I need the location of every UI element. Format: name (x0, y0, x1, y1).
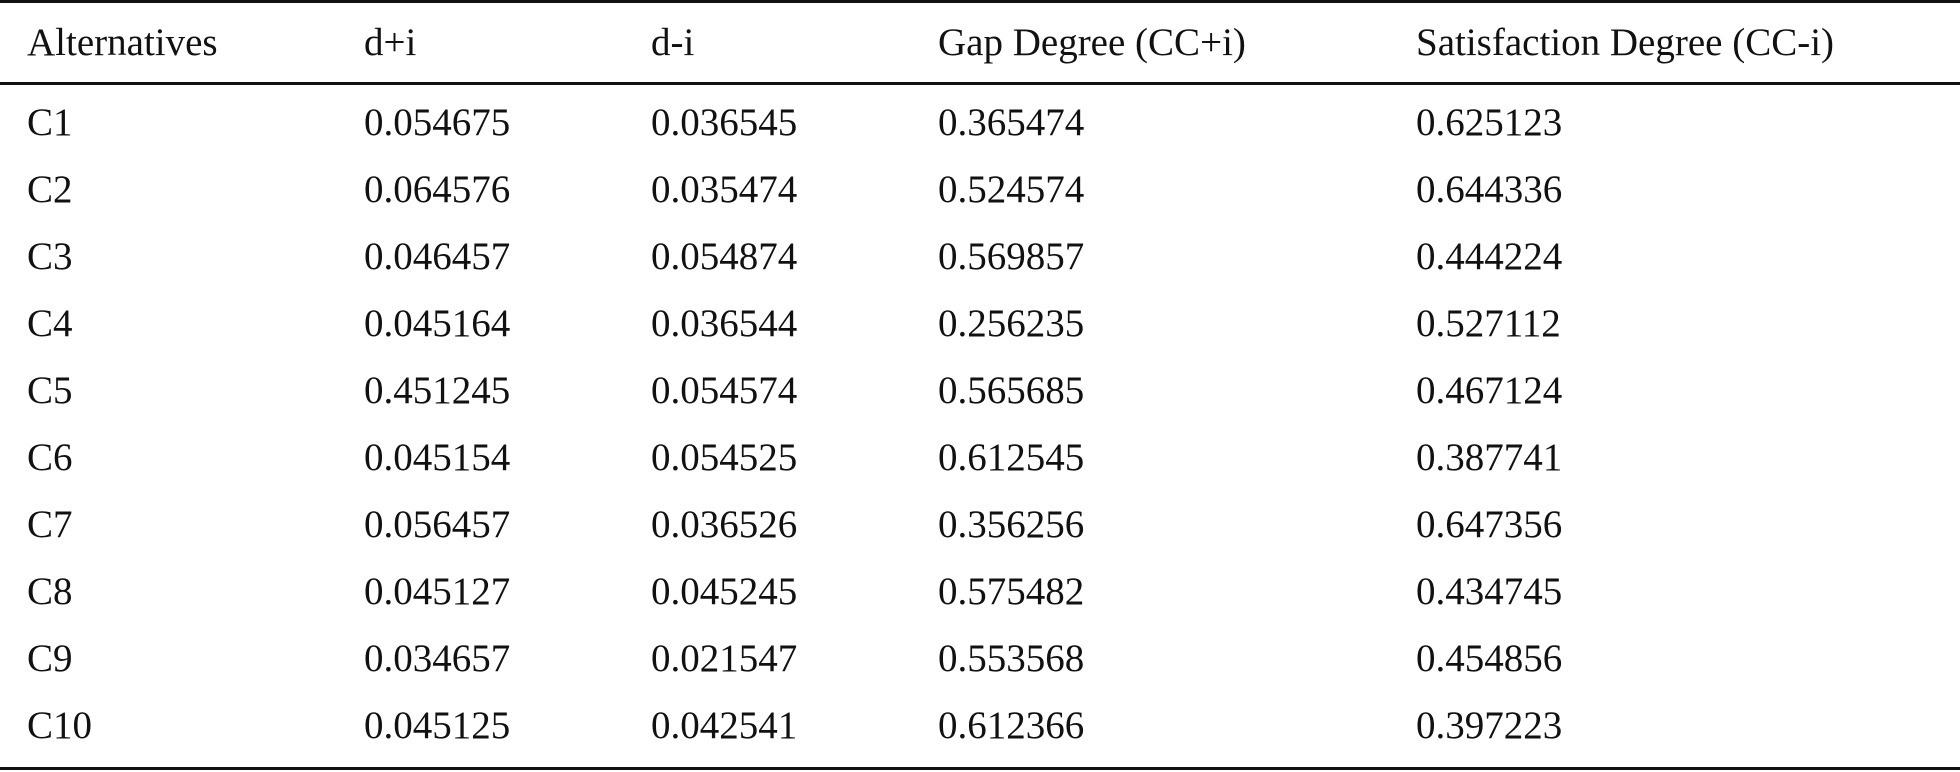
table-row: C1 0.054675 0.036545 0.365474 0.625123 (0, 89, 1960, 156)
cell-alternative: C9 (27, 637, 73, 680)
header-d-plus: d+i (364, 21, 417, 64)
cell-d-minus: 0.042541 (651, 704, 798, 747)
table-header-rule (0, 82, 1960, 85)
cell-alternative: C2 (27, 168, 73, 211)
cell-gap-degree: 0.553568 (938, 637, 1085, 680)
cell-d-minus: 0.054574 (651, 369, 798, 412)
cell-d-minus: 0.036545 (651, 101, 798, 144)
cell-satisfaction-degree: 0.434745 (1416, 570, 1563, 613)
cell-d-plus: 0.054675 (364, 101, 511, 144)
cell-d-plus: 0.034657 (364, 637, 511, 680)
table-row: C10 0.045125 0.042541 0.612366 0.397223 (0, 692, 1960, 759)
cell-d-minus: 0.035474 (651, 168, 798, 211)
table-header-row: Alternatives d+i d-i Gap Degree (CC+i) S… (0, 9, 1960, 76)
cell-gap-degree: 0.565685 (938, 369, 1085, 412)
table-top-rule (0, 0, 1960, 3)
cell-alternative: C5 (27, 369, 73, 412)
cell-d-plus: 0.045125 (364, 704, 511, 747)
header-d-minus: d-i (651, 21, 695, 64)
cell-alternative: C1 (27, 101, 73, 144)
cell-satisfaction-degree: 0.467124 (1416, 369, 1563, 412)
cell-satisfaction-degree: 0.527112 (1416, 302, 1561, 345)
table-row: C8 0.045127 0.045245 0.575482 0.434745 (0, 558, 1960, 625)
cell-alternative: C3 (27, 235, 73, 278)
cell-d-minus: 0.036526 (651, 503, 798, 546)
cell-d-minus: 0.036544 (651, 302, 798, 345)
cell-d-plus: 0.045127 (364, 570, 511, 613)
cell-gap-degree: 0.256235 (938, 302, 1085, 345)
table-row: C9 0.034657 0.021547 0.553568 0.454856 (0, 625, 1960, 692)
cell-gap-degree: 0.569857 (938, 235, 1085, 278)
header-gap-degree: Gap Degree (CC+i) (938, 21, 1246, 64)
cell-gap-degree: 0.365474 (938, 101, 1085, 144)
cell-satisfaction-degree: 0.647356 (1416, 503, 1563, 546)
table-bottom-rule (0, 767, 1960, 770)
cell-gap-degree: 0.524574 (938, 168, 1085, 211)
header-satisfaction-degree: Satisfaction Degree (CC-i) (1416, 21, 1835, 64)
cell-gap-degree: 0.612545 (938, 436, 1085, 479)
cell-alternative: C8 (27, 570, 73, 613)
cell-d-plus: 0.056457 (364, 503, 511, 546)
cell-d-plus: 0.045164 (364, 302, 511, 345)
cell-satisfaction-degree: 0.625123 (1416, 101, 1563, 144)
table-row: C4 0.045164 0.036544 0.256235 0.527112 (0, 290, 1960, 357)
cell-d-minus: 0.054525 (651, 436, 798, 479)
table-row: C5 0.451245 0.054574 0.565685 0.467124 (0, 357, 1960, 424)
cell-satisfaction-degree: 0.387741 (1416, 436, 1563, 479)
cell-d-plus: 0.045154 (364, 436, 511, 479)
cell-alternative: C7 (27, 503, 73, 546)
cell-satisfaction-degree: 0.444224 (1416, 235, 1563, 278)
cell-gap-degree: 0.612366 (938, 704, 1085, 747)
cell-d-plus: 0.451245 (364, 369, 511, 412)
cell-satisfaction-degree: 0.397223 (1416, 704, 1563, 747)
cell-gap-degree: 0.575482 (938, 570, 1085, 613)
cell-alternative: C6 (27, 436, 73, 479)
table-row: C6 0.045154 0.054525 0.612545 0.387741 (0, 424, 1960, 491)
cell-satisfaction-degree: 0.454856 (1416, 637, 1563, 680)
cell-d-plus: 0.046457 (364, 235, 511, 278)
table-row: C3 0.046457 0.054874 0.569857 0.444224 (0, 223, 1960, 290)
table-row: C7 0.056457 0.036526 0.356256 0.647356 (0, 491, 1960, 558)
table-row: C2 0.064576 0.035474 0.524574 0.644336 (0, 156, 1960, 223)
cell-d-minus: 0.021547 (651, 637, 798, 680)
cell-satisfaction-degree: 0.644336 (1416, 168, 1563, 211)
cell-alternative: C4 (27, 302, 73, 345)
cell-d-minus: 0.054874 (651, 235, 798, 278)
cell-d-minus: 0.045245 (651, 570, 798, 613)
cell-gap-degree: 0.356256 (938, 503, 1085, 546)
cell-alternative: C10 (27, 704, 93, 747)
cell-d-plus: 0.064576 (364, 168, 511, 211)
header-alternatives: Alternatives (27, 21, 218, 64)
